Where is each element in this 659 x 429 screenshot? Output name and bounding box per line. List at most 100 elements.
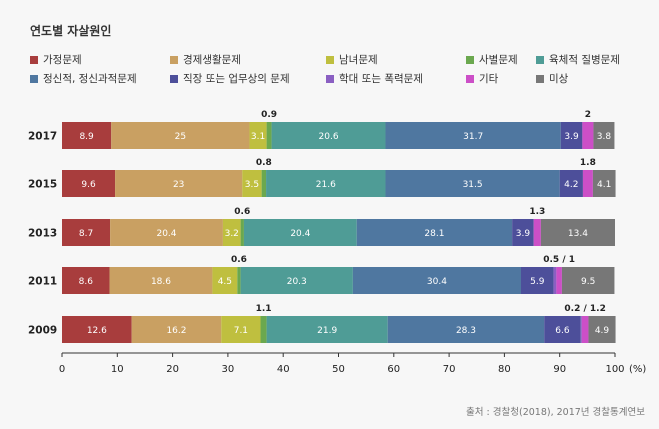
segment-value-label: 7.1 (234, 326, 248, 336)
small-segment-value-label: 0.5 / 1 (543, 255, 575, 265)
bar-segment (266, 316, 388, 343)
segment-value-label: 31.7 (463, 132, 483, 142)
segment-value-label: 20.6 (319, 132, 339, 142)
bar-segment (109, 267, 213, 294)
bar-segment (260, 316, 267, 343)
segment-value-label: 16.2 (166, 326, 186, 336)
legend-swatch (326, 74, 334, 83)
legend-item: 기타 (466, 71, 498, 86)
segment-value-label: 4.2 (564, 180, 578, 190)
segment-value-label: 3.9 (564, 132, 579, 142)
segment-value-label: 8.7 (79, 229, 93, 239)
legend-item: 가정문제 (30, 52, 82, 67)
bar-segment (553, 267, 557, 294)
legend-label: 기타 (479, 73, 499, 85)
legend-label: 가정문제 (43, 54, 82, 66)
segment-value-label: 3.1 (251, 132, 265, 142)
bar-segment (581, 316, 589, 343)
legend-swatch (170, 74, 178, 83)
small-segment-value-label: 0.6 (231, 255, 247, 265)
segment-value-label: 28.1 (424, 229, 444, 239)
y-category-label: 2013 (28, 228, 57, 240)
legend-label: 정신적, 정신과적문제 (43, 73, 137, 85)
x-tick-label: 70 (443, 364, 456, 375)
bar-segment (240, 219, 244, 246)
y-category-label: 2009 (28, 325, 57, 337)
segment-value-label: 21.9 (317, 326, 337, 336)
bar-segment (356, 219, 513, 246)
legend-swatch (170, 55, 178, 64)
bar-segment (111, 122, 250, 149)
segment-value-label: 4.9 (595, 326, 610, 336)
x-tick-label: 20 (166, 364, 179, 375)
bar-segment (212, 267, 238, 294)
segment-value-label: 9.5 (581, 277, 595, 287)
small-segment-value-label: 0.2 / 1.2 (564, 304, 605, 314)
bar-segment (592, 170, 616, 197)
segment-value-label: 18.6 (151, 277, 171, 287)
x-tick-label: 10 (111, 364, 124, 375)
small-segment-value-label: 1.8 (580, 158, 596, 168)
bar-segment (582, 122, 594, 149)
segment-value-label: 4.5 (218, 277, 232, 287)
chart-title: 연도별 자살원인 (30, 24, 112, 38)
bar-segment (512, 219, 534, 246)
segment-value-label: 3.5 (245, 180, 259, 190)
segment-value-label: 12.6 (87, 326, 107, 336)
small-segment-value-label: 1.3 (529, 207, 545, 217)
bar-segment (520, 267, 554, 294)
bar-segment (62, 170, 116, 197)
x-tick-label: 100 (605, 364, 624, 375)
x-unit-label: (%) (629, 364, 646, 375)
segment-value-label: 28.3 (456, 326, 476, 336)
segment-value-label: 8.9 (79, 132, 94, 142)
segment-value-label: 9.6 (81, 180, 96, 190)
x-tick-label: 30 (222, 364, 235, 375)
segment-value-label: 30.4 (427, 277, 447, 287)
legend-label: 미상 (549, 73, 569, 85)
bar-segment (385, 170, 560, 197)
bar-segment (62, 122, 112, 149)
legend-item: 남녀문제 (326, 52, 378, 67)
bar-segment (271, 122, 386, 149)
y-category-label: 2011 (28, 276, 57, 288)
segment-value-label: 3.8 (597, 132, 612, 142)
legend-swatch (30, 55, 38, 64)
segment-value-label: 6.6 (555, 326, 570, 336)
legend-swatch (466, 55, 474, 64)
bar-segment (242, 170, 262, 197)
small-segment-value-label: 2 (585, 110, 591, 120)
legend-label: 직장 또는 업무상의 문제 (183, 73, 290, 85)
bar-segment (131, 316, 222, 343)
bar-segment (588, 316, 616, 343)
legend-swatch (536, 74, 544, 83)
small-segment-value-label: 0.9 (261, 110, 277, 120)
bar-segment (387, 316, 545, 343)
legend-label: 경제생활문제 (183, 54, 241, 66)
legend-item: 직장 또는 업무상의 문제 (170, 71, 290, 86)
bar-segment (110, 219, 223, 246)
bar-segment (556, 267, 562, 294)
x-tick-label: 0 (59, 364, 65, 375)
legend-swatch (30, 74, 38, 83)
segment-value-label: 13.4 (568, 229, 588, 239)
bar-segment (237, 267, 241, 294)
bar-segment (385, 122, 561, 149)
source-note: 출처 : 경찰청(2018), 2017년 경찰통계연보 (466, 407, 645, 418)
bar-segment (266, 170, 386, 197)
y-category-label: 2017 (28, 131, 57, 143)
bar-segment (559, 170, 583, 197)
bar-segment (222, 219, 241, 246)
bar-segment (266, 122, 272, 149)
small-segment-value-label: 1.1 (256, 304, 272, 314)
segment-value-label: 20.4 (290, 229, 310, 239)
segment-value-label: 4.1 (597, 180, 611, 190)
legend-label: 육체적 질병문제 (549, 54, 620, 66)
segment-value-label: 20.3 (287, 277, 307, 287)
legend-label: 사별문제 (479, 54, 518, 66)
small-segment-value-label: 0.8 (256, 158, 272, 168)
bar-segment (261, 170, 267, 197)
legend-item: 경제생활문제 (170, 52, 241, 67)
legend-label: 학대 또는 폭력문제 (339, 73, 423, 85)
